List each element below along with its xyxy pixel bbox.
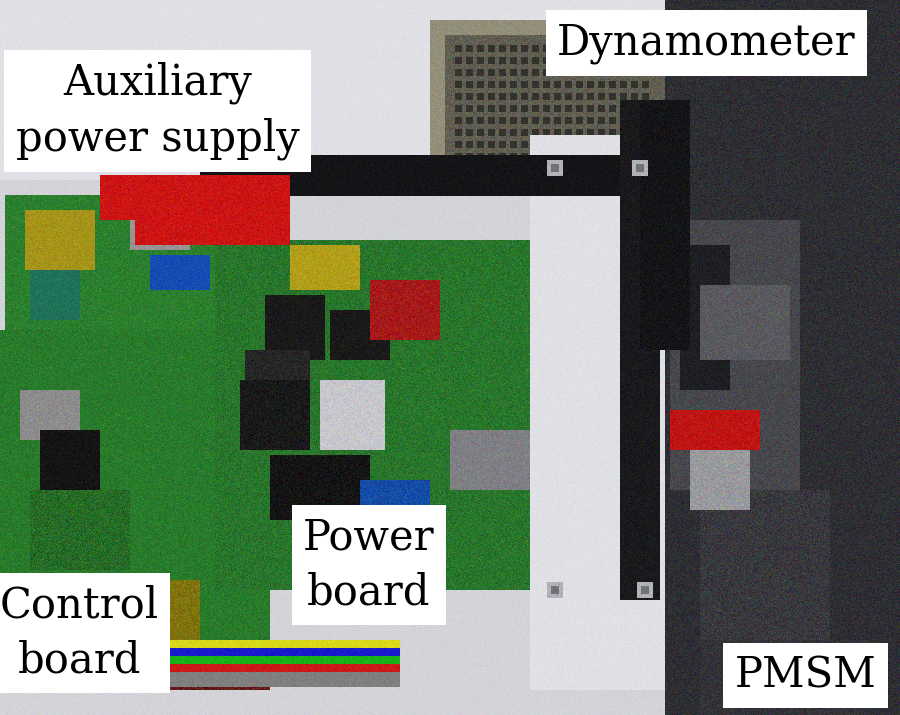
Text: Control
board: Control board <box>0 584 158 681</box>
Text: Power
board: Power board <box>303 516 435 613</box>
Text: Dynamometer: Dynamometer <box>557 22 856 64</box>
Text: PMSM: PMSM <box>734 655 877 696</box>
Text: Auxiliary
power supply: Auxiliary power supply <box>15 61 300 160</box>
